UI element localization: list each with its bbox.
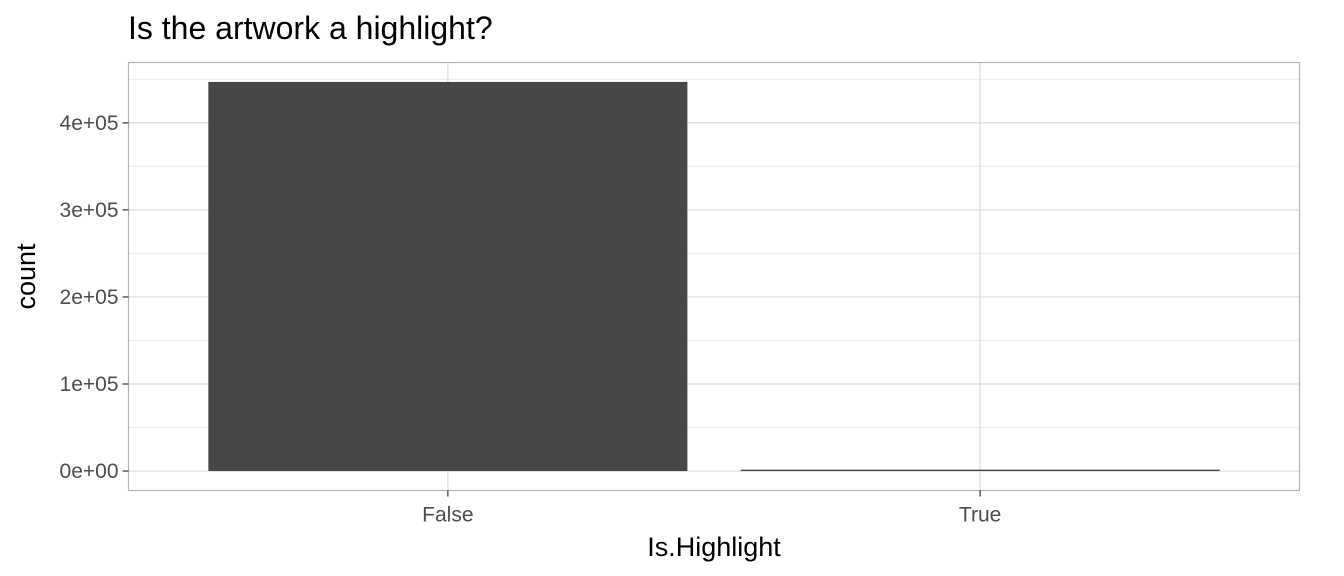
y-tick-label: 3e+05: [60, 199, 119, 222]
panel-border: [127, 61, 1301, 492]
x-axis-title: Is.Highlight: [647, 532, 781, 562]
y-axis-title: count: [11, 243, 41, 310]
x-axis-ticks: False True: [422, 490, 1001, 527]
y-axis-ticks: 0e+00 1e+05 2e+05 3e+05 4e+05: [60, 112, 129, 483]
bars: [208, 81, 1220, 472]
y-tick-label: 0e+00: [60, 460, 119, 483]
bar-false: [208, 81, 688, 472]
y-tick-label: 1e+05: [60, 373, 119, 396]
y-tick-label: 2e+05: [60, 286, 119, 309]
chart-title: Is the artwork a highlight?: [128, 10, 493, 46]
x-tick-label: False: [422, 504, 473, 527]
y-tick-label: 4e+05: [60, 112, 119, 135]
bar-true: [740, 469, 1220, 472]
x-tick-label: True: [959, 504, 1001, 527]
